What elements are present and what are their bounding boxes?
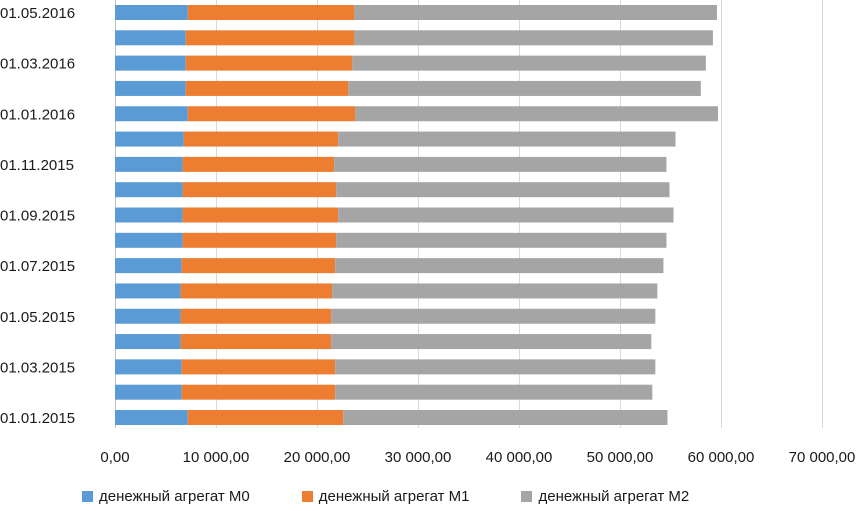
bar-segment-m1 [183, 131, 339, 147]
x-tick-label: 0,00 [100, 449, 129, 466]
x-tick-label: 50 000,00 [587, 449, 654, 466]
bar-segment-m2 [335, 384, 653, 400]
legend-swatch-m0 [82, 491, 93, 502]
bar-segment-m2 [355, 106, 718, 122]
y-tick-label: 01.05.2015 [0, 309, 75, 326]
legend-label-m0: денежный агрегат М0 [99, 488, 250, 505]
bar-segment-m0 [115, 308, 181, 324]
legend-item-m0: денежный агрегат М0 [82, 488, 250, 505]
bar-segment-m2 [354, 30, 713, 46]
bar-segment-m2 [335, 258, 664, 274]
y-axis-labels: 01.01.2015 01.03.2015 01.05.2015 01.07.2015… [0, 5, 75, 427]
bar-segment-m1 [182, 156, 335, 172]
bar-segment-m1 [182, 232, 337, 248]
bar-segment-m2 [338, 207, 674, 223]
bar-segment-m0 [115, 359, 182, 375]
bar-segment-m1 [187, 106, 356, 122]
bar-segment-m0 [115, 384, 182, 400]
x-tick-label: 10 000,00 [183, 449, 250, 466]
bar-segment-m1 [187, 5, 355, 20]
legend-item-m1: денежный агрегат М1 [301, 488, 470, 505]
x-axis-labels: 0,00 10 000,00 20 000,00 30 000,00 40 000,00… [100, 449, 855, 466]
bar-segment-m1 [182, 207, 339, 223]
bar-segment-m1 [182, 182, 337, 198]
y-tick-label: 01.11.2015 [0, 157, 74, 174]
bar-segment-m0 [115, 5, 188, 20]
bar-segment-m0 [115, 410, 188, 425]
bar-segment-m0 [115, 334, 181, 350]
bar-segment-m2 [336, 232, 667, 248]
y-tick-label: 01.05.2016 [0, 5, 75, 22]
bar-segment-m0 [115, 156, 183, 172]
legend-item-m2: денежный агрегат М2 [521, 488, 689, 505]
bar-segment-m0 [115, 106, 188, 122]
bar-segment-m1 [181, 258, 336, 274]
bar-segment-m0 [115, 30, 186, 46]
bar-segment-m1 [180, 308, 332, 324]
y-tick-label: 01.01.2015 [0, 410, 75, 427]
legend: денежный агрегат М0 денежный агрегат М1 … [82, 488, 741, 505]
bar-segment-m1 [181, 359, 336, 375]
bar-segment-m0 [115, 283, 181, 299]
bar-segment-m1 [185, 30, 355, 46]
x-tick-label: 20 000,00 [284, 449, 351, 466]
y-tick-label: 01.07.2015 [0, 258, 75, 275]
bar-segment-m0 [115, 55, 186, 71]
bar-segment-m2 [331, 334, 652, 350]
bar-segment-m1 [185, 55, 353, 71]
y-tick-label: 01.03.2015 [0, 359, 75, 376]
bar-segment-m0 [115, 80, 186, 96]
y-tick-label: 01.09.2015 [0, 208, 75, 225]
bar-segment-m2 [348, 80, 701, 96]
bar-segment-m2 [343, 410, 668, 425]
y-tick-label: 01.01.2016 [0, 106, 75, 123]
legend-swatch-m1 [301, 491, 313, 502]
bar-segment-m2 [354, 5, 717, 20]
bar-segment-m1 [181, 384, 336, 400]
y-tick-label: 01.03.2016 [0, 56, 75, 73]
bar-segment-m0 [115, 232, 183, 248]
x-tick-label: 70 000,00 [789, 449, 856, 466]
bar-segment-m2 [331, 308, 656, 324]
bar-segment-m2 [334, 156, 667, 172]
legend-label-m2: денежный агрегат М2 [538, 488, 690, 505]
bar-segment-m0 [115, 131, 184, 147]
bar-segment-m2 [336, 182, 670, 198]
legend-label-m1: денежный агрегат М1 [318, 488, 470, 505]
bar-segment-m0 [115, 207, 183, 223]
x-tick-label: 40 000,00 [486, 449, 553, 466]
bar-segment-m1 [180, 283, 333, 299]
bars [115, 5, 718, 425]
bar-segment-m1 [185, 80, 349, 96]
bar-segment-m0 [115, 182, 183, 198]
bar-segment-m1 [180, 334, 332, 350]
x-tick-label: 60 000,00 [688, 449, 755, 466]
bar-segment-m1 [187, 410, 344, 425]
bar-segment-m0 [115, 258, 182, 274]
bar-segment-m2 [338, 131, 676, 147]
bar-segment-m2 [352, 55, 706, 71]
legend-swatch-m2 [521, 491, 533, 502]
bar-segment-m2 [335, 359, 656, 375]
x-tick-label: 30 000,00 [385, 449, 452, 466]
bar-segment-m2 [332, 283, 658, 299]
